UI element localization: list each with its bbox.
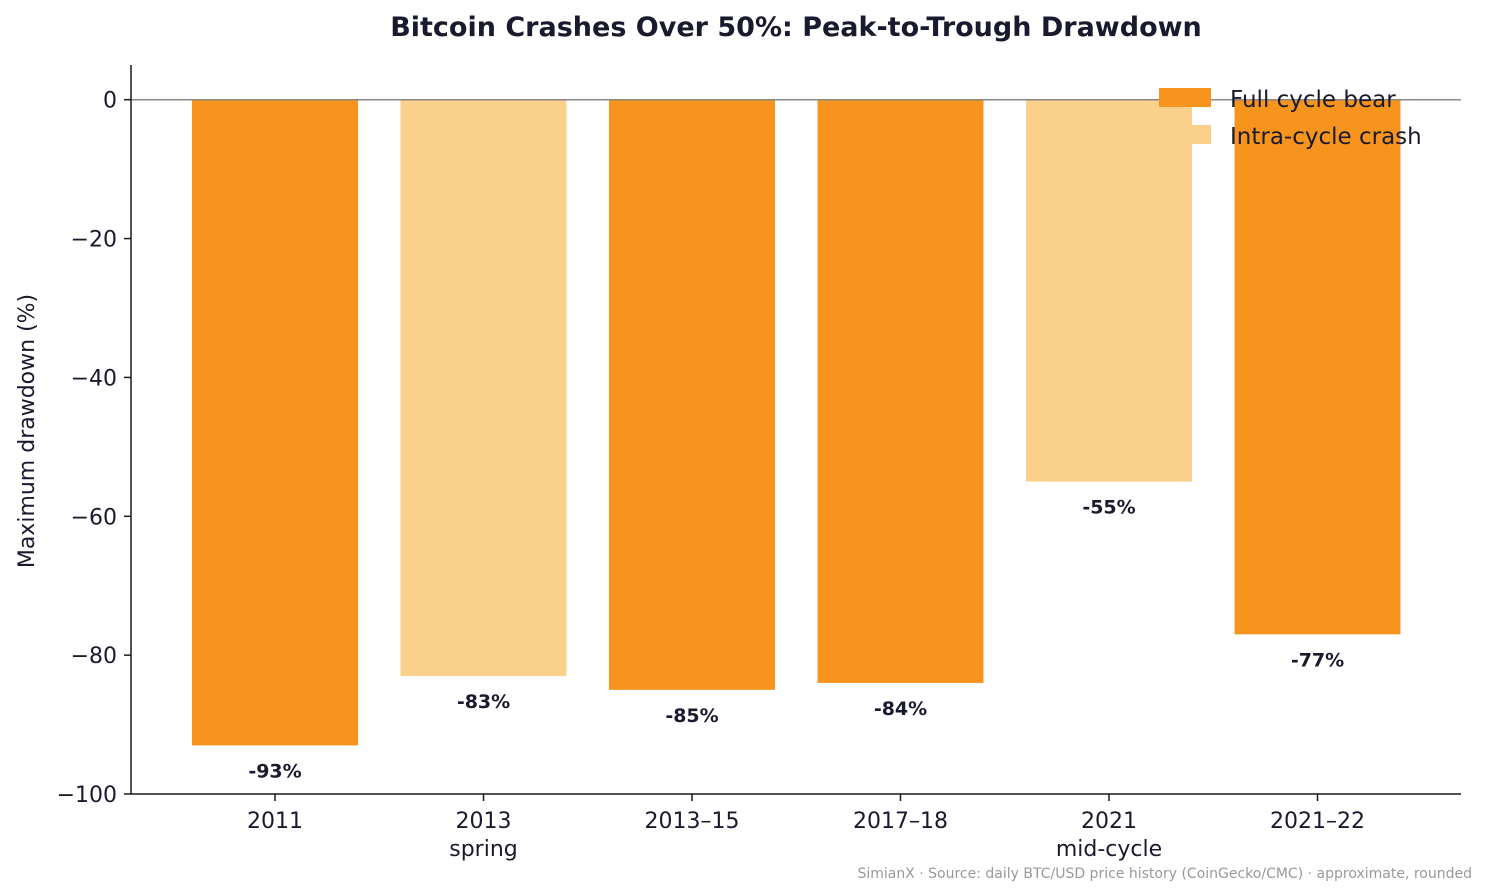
bar-5: [1234, 99, 1401, 635]
labels-layer: -93% -83% -85% -84% -55% -77%: [248, 497, 1344, 783]
x-tick-label-3-0: 2017–18: [853, 809, 948, 834]
legend: Full cycle bear Intra-cycle crash: [1159, 87, 1422, 150]
x-tick-label-5-0: 2021–22: [1270, 809, 1365, 834]
y-tick-label-5: −100: [57, 783, 117, 808]
bar-4: [1026, 99, 1192, 482]
legend-label-intra: Intra-cycle crash: [1230, 124, 1422, 150]
source-footnote: SimianX · Source: daily BTC/USD price hi…: [857, 866, 1472, 882]
legend-swatch-intra: [1159, 125, 1211, 144]
x-tick-label-1-1: spring: [449, 837, 518, 862]
ticks-layer: 0 −20 −40 −60 −80 −100 2011 2013 spring 2013–15 20…: [57, 89, 1365, 862]
bar-value-label-5: -77%: [1291, 649, 1344, 671]
y-tick-label-2: −40: [71, 366, 117, 391]
x-tick-label-4-1: mid-cycle: [1056, 837, 1162, 862]
y-tick-label-1: −20: [71, 228, 117, 253]
bar-value-label-2: -85%: [665, 705, 718, 727]
legend-swatch-full: [1159, 88, 1211, 107]
x-tick-label-0-0: 2011: [247, 809, 303, 834]
bar-3: [817, 99, 984, 683]
legend-label-full: Full cycle bear: [1230, 87, 1396, 113]
x-tick-label-4-0: 2021: [1081, 809, 1137, 834]
bar-value-label-1: -83%: [457, 691, 510, 713]
y-tick-label-3: −60: [71, 505, 117, 530]
axes-layer: [130, 65, 1461, 795]
bar-value-label-0: -93%: [248, 760, 301, 782]
bar-2: [609, 99, 775, 690]
bar-value-label-4: -55%: [1082, 497, 1135, 519]
y-tick-label-0: 0: [103, 89, 117, 114]
bar-value-label-3: -84%: [874, 698, 927, 720]
x-tick-label-2-0: 2013–15: [645, 809, 740, 834]
bar-1: [400, 99, 567, 676]
y-axis-label: Maximum drawdown (%): [15, 294, 40, 568]
bar-0: [192, 99, 358, 746]
x-tick-label-1-0: 2013: [456, 809, 512, 834]
y-tick-label-4: −80: [71, 644, 117, 669]
bars-layer: [192, 99, 1401, 746]
chart-title: Bitcoin Crashes Over 50%: Peak-to-Trough…: [390, 12, 1202, 43]
